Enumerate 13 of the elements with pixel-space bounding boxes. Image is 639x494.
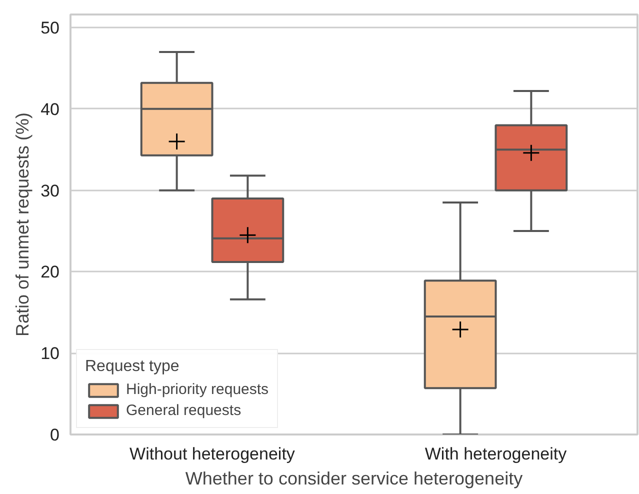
legend-label: General requests <box>126 402 242 419</box>
x-tick-label: With heterogeneity <box>424 444 568 464</box>
y-tick-label: 40 <box>40 100 60 119</box>
y-tick-label: 0 <box>50 426 60 444</box>
legend-label: High-priority requests <box>126 381 269 398</box>
y-tick-label: 20 <box>40 262 60 282</box>
y-axis-title: Ratio of unmet requests (%) <box>12 112 33 337</box>
y-tick-label: 30 <box>40 181 60 200</box>
x-tick-label: Without heterogeneity <box>130 444 296 464</box>
y-tick-label: 10 <box>40 344 60 364</box>
legend-title: Request type <box>85 358 180 376</box>
x-axis-title: Whether to consider service heterogeneity <box>185 468 523 488</box>
y-tick-label: 50 <box>40 18 60 38</box>
